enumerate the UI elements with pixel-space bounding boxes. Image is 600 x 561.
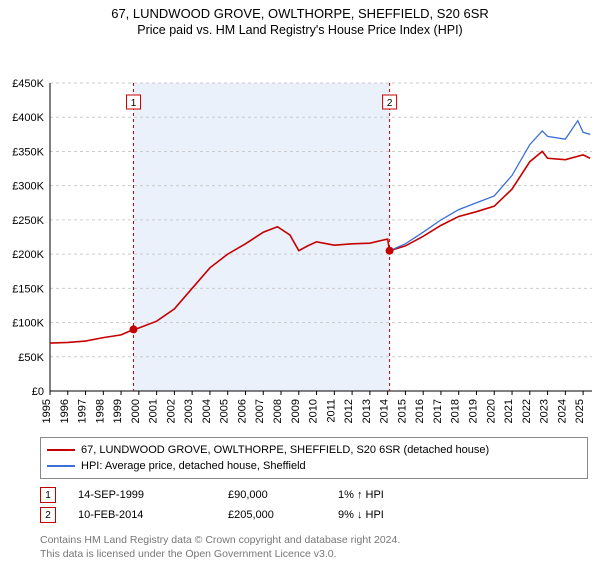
x-tick-label: 2004 [201, 399, 213, 423]
y-tick-label: £150K [12, 283, 44, 295]
x-tick-label: 1998 [94, 399, 106, 423]
x-tick-label: 2025 [574, 399, 586, 423]
marker-price: £90,000 [228, 489, 338, 501]
x-tick-label: 2003 [183, 399, 195, 423]
x-tick-label: 2014 [379, 399, 391, 423]
x-tick-label: 2013 [361, 399, 373, 423]
legend-label: HPI: Average price, detached house, Shef… [81, 460, 306, 472]
marker-price: £205,000 [228, 509, 338, 521]
x-tick-label: 2008 [272, 399, 284, 423]
footnote: Contains HM Land Registry data © Crown c… [40, 533, 588, 561]
y-tick-label: £400K [12, 112, 44, 124]
x-tick-label: 2000 [130, 399, 142, 423]
x-tick-label: 2005 [219, 399, 231, 423]
x-tick-label: 2007 [254, 399, 266, 423]
marker-table-row: 1 14-SEP-1999£90,0001% ↑ HPI [40, 485, 588, 505]
x-tick-label: 2019 [467, 399, 479, 423]
marker-table-chip: 1 [40, 487, 56, 503]
y-tick-label: £250K [12, 215, 44, 227]
x-tick-label: 2016 [414, 399, 426, 423]
y-tick-label: £50K [18, 352, 44, 364]
legend-swatch [47, 449, 75, 451]
x-tick-label: 1996 [59, 399, 71, 423]
x-tick-label: 2018 [450, 399, 462, 423]
x-tick-label: 2017 [432, 399, 444, 423]
shaded-band [134, 83, 390, 391]
chart-area: £0 £50K £100K £150K £200K £250K £300K £350K £400… [0, 39, 600, 431]
x-tick-label: 1999 [112, 399, 124, 423]
x-tick-label: 2006 [236, 399, 248, 423]
footnote-line: Contains HM Land Registry data © Crown c… [40, 533, 588, 547]
line-chart-svg: £0 £50K £100K £150K £200K £250K £300K £350K £400… [0, 39, 600, 431]
y-tick-label: £0 [32, 386, 44, 398]
marker-table-chip: 2 [40, 507, 56, 523]
x-tick-label: 2023 [539, 399, 551, 423]
x-tick-label: 2020 [485, 399, 497, 423]
marker-dot [386, 247, 394, 255]
marker-date: 14-SEP-1999 [78, 489, 228, 501]
marker-dot [130, 325, 138, 333]
y-tick-label: £300K [12, 181, 44, 193]
x-tick-label: 2022 [521, 399, 533, 423]
x-tick-label: 2009 [290, 399, 302, 423]
legend: 67, LUNDWOOD GROVE, OWLTHORPE, SHEFFIELD… [40, 437, 588, 479]
x-tick-label: 2010 [308, 399, 320, 423]
x-tick-label: 2012 [343, 399, 355, 423]
y-tick-label: £200K [12, 249, 44, 261]
x-tick-label: 2001 [148, 399, 160, 423]
y-tick-label: £350K [12, 146, 44, 158]
marker-delta: 1% ↑ HPI [338, 489, 458, 501]
x-tick-label: 2024 [556, 399, 568, 423]
chart-subtitle: Price paid vs. HM Land Registry's House … [0, 23, 600, 37]
x-tick-label: 2002 [165, 399, 177, 423]
marker-chip-label: 2 [387, 98, 393, 109]
legend-label: 67, LUNDWOOD GROVE, OWLTHORPE, SHEFFIELD… [81, 444, 489, 456]
marker-chip-label: 1 [131, 98, 137, 109]
legend-swatch [47, 465, 75, 467]
marker-date: 10-FEB-2014 [78, 509, 228, 521]
legend-row: 67, LUNDWOOD GROVE, OWLTHORPE, SHEFFIELD… [47, 442, 581, 458]
x-tick-label: 2015 [396, 399, 408, 423]
footnote-line: This data is licensed under the Open Gov… [40, 547, 588, 561]
y-tick-label: £450K [12, 78, 44, 90]
chart-title: 67, LUNDWOOD GROVE, OWLTHORPE, SHEFFIELD… [0, 6, 600, 21]
title-block: 67, LUNDWOOD GROVE, OWLTHORPE, SHEFFIELD… [0, 0, 600, 39]
chart-container: 67, LUNDWOOD GROVE, OWLTHORPE, SHEFFIELD… [0, 0, 600, 561]
marker-table-row: 2 10-FEB-2014£205,0009% ↓ HPI [40, 505, 588, 525]
y-tick-label: £100K [12, 318, 44, 330]
x-tick-label: 2021 [503, 399, 515, 423]
marker-table: 1 14-SEP-1999£90,0001% ↑ HPI 2 10-FEB-2014£… [40, 485, 588, 525]
legend-row: HPI: Average price, detached house, Shef… [47, 458, 581, 474]
marker-delta: 9% ↓ HPI [338, 509, 458, 521]
x-tick-label: 2011 [325, 399, 337, 423]
x-tick-label: 1997 [77, 399, 89, 423]
x-tick-label: 1995 [41, 399, 53, 423]
